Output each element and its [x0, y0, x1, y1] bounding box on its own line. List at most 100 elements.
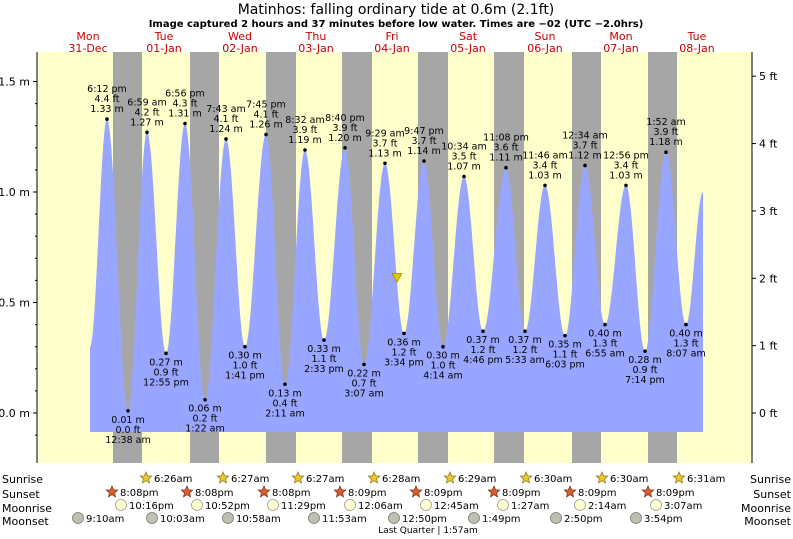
sunrise-icon — [443, 471, 457, 484]
sunset-icon — [641, 485, 655, 498]
sunrise-time: 6:31am — [687, 474, 725, 485]
tide-extreme-dot — [224, 137, 228, 141]
moonrise-time: 10:52pm — [205, 501, 250, 512]
day-of-week-label: Tue — [687, 30, 707, 43]
tide-m-label: 1.07 m — [447, 162, 480, 173]
tide-ft-label: 4.1 ft — [213, 114, 238, 125]
tide-m-label: 0.13 m — [268, 388, 301, 399]
moonrise-icon — [267, 499, 279, 511]
tide-extreme-dot — [183, 121, 187, 126]
tide-time-label: 5:33 am — [505, 355, 544, 366]
tide-ft-label: 4.1 ft — [253, 110, 278, 121]
tide-ft-label: 3.7 ft — [411, 136, 436, 147]
tide-extreme-dot — [583, 163, 587, 168]
tide-ft-label: 0.9 ft — [153, 367, 178, 378]
sunrise-icon — [139, 471, 153, 484]
tide-extreme-dot — [481, 329, 485, 334]
sunrise-time: 6:27am — [306, 474, 344, 485]
moon-phase-note: Last Quarter | 1:57am — [378, 526, 478, 536]
tide-curve — [90, 119, 703, 432]
sunset-icon — [257, 485, 271, 498]
tide-extreme-dot — [383, 161, 387, 166]
row-label-moonset-right: Moonset — [744, 515, 791, 528]
tide-m-label: 1.03 m — [609, 170, 642, 181]
tide-time-label: 9:47 pm — [404, 126, 444, 137]
tide-m-label: 0.37 m — [466, 335, 499, 346]
sunrise-time: 6:26am — [154, 474, 192, 485]
date-label: 01-Jan — [146, 42, 182, 55]
tide-time-label: 11:08 pm — [483, 133, 529, 144]
tide-m-label: 0.40 m — [669, 329, 702, 340]
tide-m-label: 0.30 m — [426, 351, 459, 362]
tide-ft-label: 3.6 ft — [493, 143, 518, 154]
tide-time-label: 10:34 am — [441, 142, 486, 153]
tide-extreme-dot — [523, 329, 527, 334]
moonrise-icon — [115, 499, 127, 511]
sunset-icon — [487, 485, 501, 498]
tide-ft-label: 0.9 ft — [632, 365, 657, 376]
sunrise-icon — [216, 471, 230, 484]
tide-ft-label: 1.2 ft — [470, 345, 495, 356]
tide-ft-label: 1.1 ft — [311, 354, 336, 365]
tide-extreme-dot — [264, 132, 268, 137]
sunset-time: 8:08pm — [195, 488, 234, 499]
row-label-sunrise-right: Sunrise — [750, 473, 791, 486]
tide-extreme-dot — [422, 159, 426, 163]
sunset-icon — [105, 485, 119, 498]
tide-extreme-dot — [126, 408, 130, 413]
row-label-sunset-right: Sunset — [753, 488, 791, 501]
tide-time-label: 12:55 pm — [143, 377, 189, 388]
tide-ft-label: 1.0 ft — [232, 361, 257, 372]
tide-ft-label: 4.2 ft — [134, 107, 159, 118]
tide-m-label: 1.24 m — [209, 124, 242, 135]
moonset-time: 1:49pm — [482, 514, 521, 525]
moonset-time: 9:10am — [86, 514, 124, 525]
moonrise-time: 10:16pm — [129, 501, 174, 512]
day-of-week-label: Mon — [609, 30, 632, 43]
tide-extreme-dot — [105, 117, 109, 121]
y-tick-label-ft: 4 ft — [759, 138, 778, 151]
tide-time-label: 6:12 pm — [87, 84, 127, 95]
day-of-week-label: Fri — [385, 30, 398, 43]
chart-subtitle: Image captured 2 hours and 37 minutes be… — [149, 19, 644, 30]
sunrise-icon — [367, 471, 381, 484]
sunset-time: 8:09pm — [424, 488, 463, 499]
tide-extreme-dot — [362, 362, 366, 367]
tide-time-label: 4:14 am — [423, 371, 462, 382]
tide-time-label: 1:22 am — [185, 424, 224, 435]
plot-frame — [36, 52, 753, 463]
moonrise-time: 12:45am — [434, 501, 479, 512]
tide-time-label: 7:14 pm — [625, 375, 665, 386]
tide-ft-label: 0.7 ft — [351, 378, 376, 389]
moonrise-time: 12:06am — [358, 501, 403, 512]
tide-m-label: 1.14 m — [407, 146, 440, 157]
tide-m-label: 1.27 m — [130, 117, 163, 128]
moonrise-time: 3:07am — [664, 501, 702, 512]
tide-m-label: 0.33 m — [307, 344, 340, 355]
tide-ft-label: 4.4 ft — [94, 94, 119, 105]
tide-m-label: 1.13 m — [368, 148, 401, 159]
date-label: 02-Jan — [222, 42, 258, 55]
y-tick-label-ft: 2 ft — [759, 272, 778, 285]
tide-time-label: 9:29 am — [365, 128, 404, 139]
tide-time-label: 4:46 pm — [463, 355, 503, 366]
tide-time-label: 11:46 am — [522, 150, 567, 161]
tide-ft-label: 3.4 ft — [613, 160, 638, 171]
tide-ft-label: 3.4 ft — [532, 160, 557, 171]
moonset-icon — [388, 512, 400, 524]
tide-time-label: 3:34 pm — [384, 357, 424, 368]
sunrise-icon — [672, 471, 686, 484]
row-label-moonrise: Moonrise — [2, 502, 52, 515]
moonset-icon — [468, 512, 480, 524]
sunset-time: 8:08pm — [120, 488, 159, 499]
tide-extreme-dot — [322, 338, 326, 342]
moonrise-time: 2:14am — [588, 501, 626, 512]
date-label: 31-Dec — [68, 42, 107, 55]
tide-extreme-dot — [603, 322, 607, 327]
y-tick-label-ft: 1 ft — [759, 340, 778, 353]
sunrise-time: 6:28am — [382, 474, 420, 485]
moonset-icon — [630, 512, 642, 524]
day-of-week-label: Mon — [76, 30, 99, 43]
moonset-time: 10:03am — [160, 514, 205, 525]
